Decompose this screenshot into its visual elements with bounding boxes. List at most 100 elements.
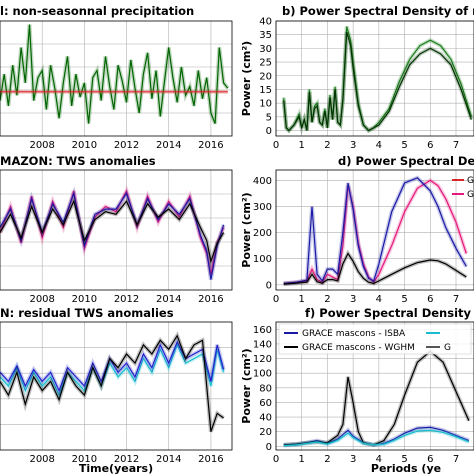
x-tick-label-a-1: 2010	[72, 140, 97, 151]
plot-frame-c	[0, 169, 233, 291]
series-line-f-2	[283, 429, 470, 447]
chart-title-c: MAZON: TWS anomalies	[0, 154, 156, 168]
y-tick-label-b-7: 35	[259, 30, 272, 41]
x-tick-label-e-3: 2014	[156, 454, 181, 465]
x-axis-label-e: Time(years)	[79, 462, 153, 474]
y-tick-label-d-0: 0	[266, 280, 272, 291]
series-line-b-1	[283, 31, 472, 132]
legend-box-f	[278, 323, 472, 355]
x-tick-label-c-2: 2012	[114, 294, 139, 305]
y-axis-label-b: Power (cm²)	[240, 41, 253, 116]
y-tick-label-f-4: 80	[259, 383, 272, 394]
y-tick-label-f-1: 20	[259, 427, 272, 438]
y-tick-label-f-3: 60	[259, 398, 272, 409]
series-line-c-2	[0, 199, 225, 264]
x-tick-label-d-6: 6	[427, 294, 433, 305]
panel-c: 2008 2010 2012 2014 2016 MAZON: TWS anomalies	[0, 154, 233, 305]
x-tick-label-b-4: 4	[376, 140, 382, 151]
x-tick-label-d-3: 3	[350, 294, 356, 305]
legend-label-f-0: GRACE mascons - ISBA	[302, 329, 406, 339]
y-tick-label-f-0: 0	[266, 442, 272, 453]
y-tick-label-b-2: 10	[259, 99, 272, 110]
y-tick-label-d-4: 400	[253, 176, 272, 187]
x-tick-label-c-4: 2016	[198, 294, 223, 305]
y-tick-label-f-7: 140	[253, 339, 272, 350]
x-tick-label-b-2: 2	[324, 140, 330, 151]
y-tick-label-b-8: 40	[259, 17, 272, 28]
x-tick-label-e-4: 2016	[198, 454, 223, 465]
x-tick-label-f-5: 5	[401, 454, 407, 465]
series-line-a-0	[0, 24, 229, 124]
x-tick-label-f-4: 4	[376, 454, 382, 465]
x-tick-label-a-2: 2012	[114, 140, 139, 151]
x-tick-label-a-3: 2014	[156, 140, 181, 151]
y-axis-label-d: Power (cm²)	[240, 192, 253, 267]
x-tick-label-d-4: 4	[376, 294, 382, 305]
x-tick-label-d-5: 5	[401, 294, 407, 305]
y-tick-label-d-1: 100	[253, 254, 272, 265]
series-line-d-2	[283, 252, 467, 285]
x-axis-label-f: Periods (ye	[371, 462, 441, 474]
legend-label-d-1: G	[467, 190, 474, 200]
x-tick-label-b-7: 7	[453, 140, 459, 151]
x-tick-label-f-1: 1	[299, 454, 305, 465]
plot-frame-d	[275, 169, 474, 291]
y-tick-label-d-2: 200	[253, 228, 272, 239]
x-tick-label-d-7: 7	[453, 294, 459, 305]
panel-f: 0 1 2 3 4 5 6 7 0 20 40 60 80 100 120 140 160 f) Power Sp…	[240, 306, 474, 474]
x-tick-label-a-4: 2016	[198, 140, 223, 151]
series-line-e-2	[0, 334, 224, 432]
chart-title-d: d) Power Spectral Density	[338, 154, 474, 168]
x-tick-label-b-5: 5	[401, 140, 407, 151]
x-tick-label-e-2: 2012	[114, 454, 139, 465]
series-line-d-1	[283, 177, 467, 285]
legend-label-f-1: GRACE mascons - WGHM	[302, 343, 415, 353]
x-tick-label-f-0: 0	[273, 454, 279, 465]
plot-frame-e	[0, 321, 233, 451]
x-tick-label-c-1: 2010	[72, 294, 97, 305]
series-band-e-2	[0, 331, 225, 433]
x-tick-label-f-3: 3	[350, 454, 356, 465]
legend-label-d-0: G	[467, 176, 474, 186]
y-tick-label-b-3: 15	[259, 85, 272, 96]
y-tick-label-b-5: 25	[259, 58, 272, 69]
chart-title-f: f) Power Spectral Density of re	[305, 306, 474, 320]
plot-frame-b	[275, 20, 474, 137]
y-tick-label-b-0: 0	[266, 126, 272, 137]
y-tick-label-b-6: 30	[259, 44, 272, 55]
legend-label-f-3: G	[444, 343, 451, 353]
y-tick-label-f-2: 40	[259, 413, 272, 424]
y-tick-label-f-6: 120	[253, 354, 272, 365]
y-tick-label-f-8: 160	[253, 325, 272, 336]
y-axis-label-f: Power (cm²)	[240, 348, 253, 423]
chart-title-a: l: non-seasonnal precipitation	[0, 4, 194, 18]
y-tick-label-d-3: 300	[253, 202, 272, 213]
x-tick-label-c-3: 2014	[156, 294, 181, 305]
chart-title-b: b) Power Spectral Density of no	[282, 4, 474, 18]
x-tick-label-f-2: 2	[324, 454, 330, 465]
series-line-e-0	[0, 343, 225, 397]
x-tick-label-b-6: 6	[427, 140, 433, 151]
panel-d: 0 1 2 3 4 5 6 7 0 100 200 300 400 d) Power Spectral D…	[240, 154, 474, 305]
y-tick-label-b-4: 20	[259, 71, 272, 82]
plot-frame-f	[275, 321, 474, 451]
x-tick-label-d-1: 1	[299, 294, 305, 305]
x-tick-label-b-0: 0	[273, 140, 279, 151]
y-tick-label-b-1: 5	[266, 112, 272, 123]
plot-frame-a	[0, 20, 233, 137]
x-tick-label-b-3: 3	[350, 140, 356, 151]
x-tick-label-d-2: 2	[324, 294, 330, 305]
x-tick-label-e-0: 2008	[29, 454, 54, 465]
x-tick-label-a-0: 2008	[29, 140, 54, 151]
panel-e: 2008 2010 2012 2014 2016 N: residual TWS anom…	[0, 306, 233, 474]
panel-b: 0 1 2 3 4 5 6 7 0 5 10 15 20 25 30 35 40 b) Power Spectra…	[240, 4, 474, 151]
x-tick-label-f-7: 7	[453, 454, 459, 465]
panel-a: 2008 2010 2012 2014 2016 l: non-seasonnal pre…	[0, 4, 233, 151]
series-line-e-1	[0, 340, 225, 393]
x-tick-label-e-1: 2010	[72, 454, 97, 465]
x-tick-label-f-6: 6	[427, 454, 433, 465]
x-tick-label-b-1: 1	[299, 140, 305, 151]
y-tick-label-f-5: 100	[253, 369, 272, 380]
chart-title-e: N: residual TWS anomalies	[0, 306, 174, 320]
